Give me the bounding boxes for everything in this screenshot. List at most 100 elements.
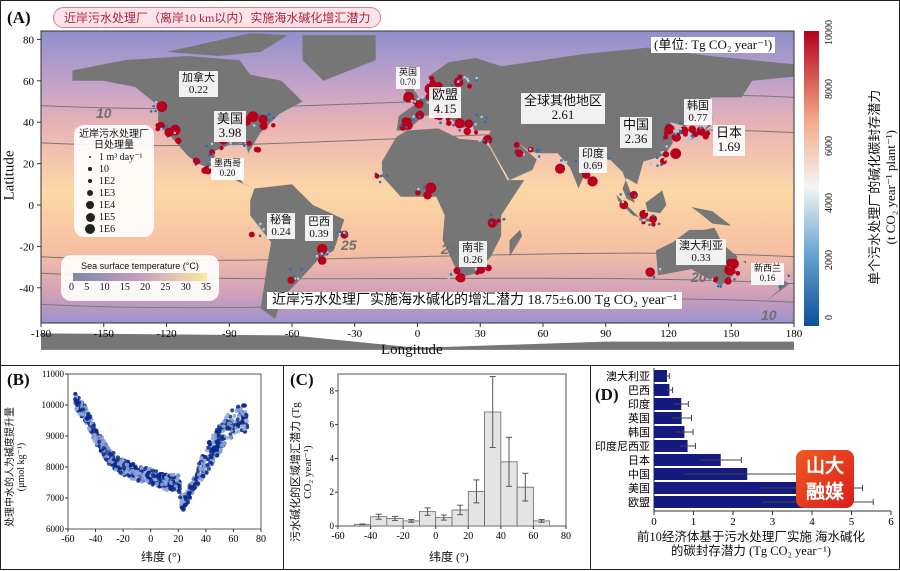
scatter-point <box>101 452 106 457</box>
treatment-plant-dot <box>467 83 472 89</box>
treatment-plant-dot <box>165 125 168 128</box>
treatment-plant-dot <box>733 277 736 281</box>
scatter-point <box>73 391 78 396</box>
treatment-plant-dot <box>417 187 420 191</box>
colorbar-tick-label: 0 <box>824 314 835 320</box>
region-name: 加拿大 <box>182 72 215 84</box>
size-legend: 近岸污水处理厂 日处理量 1 m³ day⁻¹ 10 1E2 1E3 1E4 1E5 1E6 <box>74 125 154 237</box>
landmass-greenland <box>302 35 376 81</box>
landmass-antarctica <box>41 333 794 350</box>
landmass-north-america <box>72 55 303 189</box>
region-label: 加拿大 0.22 <box>179 71 218 98</box>
x-tick-label: 30 <box>475 328 487 340</box>
region-name: 巴西 <box>308 216 330 228</box>
treatment-plant-dot <box>248 231 255 238</box>
scatter-point <box>206 457 211 462</box>
region-label: 巴西 0.39 <box>305 215 333 242</box>
treatment-plant-dot <box>419 98 423 102</box>
sst-gradient-bar <box>73 273 207 281</box>
treatment-plant-dot <box>336 231 340 234</box>
treatment-plant-dot <box>560 161 564 164</box>
scatter-point <box>196 472 201 477</box>
x-tick-label: 40 <box>201 534 211 545</box>
landmass-eurasia <box>396 47 794 203</box>
scatter-point <box>232 413 237 418</box>
scatter-point <box>119 458 124 463</box>
treatment-plant-dot <box>423 191 432 200</box>
sst-tick-label: 20 <box>140 282 151 293</box>
region-label: 秘鲁 0.24 <box>267 213 295 240</box>
scatter-point <box>139 466 144 471</box>
treatment-plant-dot <box>679 127 682 131</box>
landmass-borneo <box>645 190 667 214</box>
treatment-plant-dot <box>529 147 532 151</box>
region-label: 墨西哥 0.20 <box>211 158 245 180</box>
treatment-plant-dot <box>259 121 268 131</box>
contour-label: 25 <box>341 237 357 253</box>
scatter-point <box>171 486 176 491</box>
treatment-plant-dot <box>342 231 346 234</box>
x-tick-label: 0 <box>651 516 657 528</box>
treatment-plant-dot <box>316 243 328 255</box>
treatment-plant-dot <box>464 119 474 129</box>
scatter-point <box>154 474 159 479</box>
treatment-plant-dot <box>379 174 383 178</box>
c-x-label: 纬度 (°) <box>429 550 469 564</box>
treatment-plant-dot <box>193 157 201 165</box>
treatment-plant-dot <box>487 139 490 143</box>
treatment-plant-dot <box>403 120 413 130</box>
treatment-plant-dot <box>421 95 424 99</box>
scatter-point <box>220 434 225 439</box>
scatter-point <box>80 407 85 412</box>
treatment-plant-dot <box>344 232 348 236</box>
treatment-plant-dot <box>656 164 659 167</box>
scatter-point <box>111 450 116 455</box>
treatment-plant-dot <box>445 116 451 122</box>
region-value: 0.16 <box>759 272 776 283</box>
treatment-plant-dot <box>292 274 295 278</box>
y-axis-label: Latitude <box>1 150 18 201</box>
scatter-point <box>115 455 120 460</box>
treatment-plant-dot <box>211 152 215 156</box>
scatter-point <box>125 459 130 464</box>
treatment-plant-dot <box>429 75 435 82</box>
treatment-plant-dot <box>315 254 319 258</box>
scatter-point <box>73 397 78 402</box>
treatment-plant-dot <box>442 118 446 121</box>
region-name: 中国 <box>623 117 650 132</box>
x-tick-label: 2 <box>730 516 736 528</box>
treatment-plant-dot <box>675 128 679 132</box>
treatment-plant-dot <box>665 145 668 148</box>
region-name: 欧盟 <box>432 87 459 102</box>
treatment-plant-dot <box>267 118 271 122</box>
treatment-plant-dot <box>456 80 460 83</box>
scatter-point <box>101 446 106 451</box>
x-tick-label: -60 <box>285 328 300 340</box>
treatment-plant-dot <box>258 234 262 238</box>
panel-c-bar: -60 -40 -20 0 20 40 60 80 0 2 4 6 8 (C) 纬度 (°) 污水碱化的… <box>283 365 591 570</box>
y-tick-label: 40 <box>23 117 35 129</box>
treatment-plant-dot <box>414 88 417 92</box>
x-tick-label: -20 <box>116 534 129 545</box>
treatment-plant-dot <box>415 110 425 120</box>
landmass-new-guinea <box>691 207 732 226</box>
treatment-plant-dot <box>475 113 479 117</box>
treatment-plant-dot <box>374 173 380 179</box>
y-tick-label: 4 <box>330 453 335 463</box>
scatter-point <box>176 473 181 478</box>
treatment-plant-dot <box>414 99 424 109</box>
treatment-plant-dot <box>410 99 414 103</box>
y-tick-label: 0 <box>330 521 335 531</box>
size-legend-dot-icon <box>86 189 94 197</box>
category-label: 中国 <box>628 468 650 481</box>
region-label: 澳大利亚 0.33 <box>676 239 726 266</box>
treatment-plant-dot <box>682 131 688 137</box>
size-legend-dot-icon <box>84 223 96 235</box>
colorbar-tick-label: 10000 <box>824 19 835 45</box>
scatter-point <box>244 412 249 417</box>
treatment-plant-dot <box>683 139 687 143</box>
scatter-point <box>74 406 79 411</box>
treatment-plant-dot <box>452 123 455 127</box>
treatment-plant-dot <box>671 122 675 126</box>
scatter-point <box>230 408 235 413</box>
